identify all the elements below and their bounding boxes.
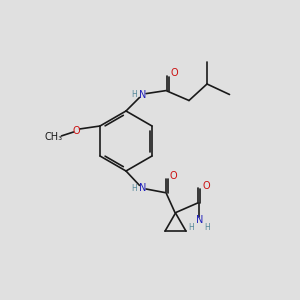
Text: H: H: [205, 223, 211, 232]
Text: H: H: [131, 90, 137, 99]
Text: O: O: [202, 181, 210, 191]
Text: N: N: [139, 89, 146, 100]
Text: H: H: [131, 184, 137, 193]
Text: N: N: [196, 215, 203, 225]
Text: O: O: [170, 171, 178, 181]
Text: N: N: [139, 183, 146, 194]
Text: O: O: [171, 68, 178, 79]
Text: CH₃: CH₃: [45, 132, 63, 142]
Text: H: H: [188, 223, 194, 232]
Text: O: O: [73, 125, 80, 136]
